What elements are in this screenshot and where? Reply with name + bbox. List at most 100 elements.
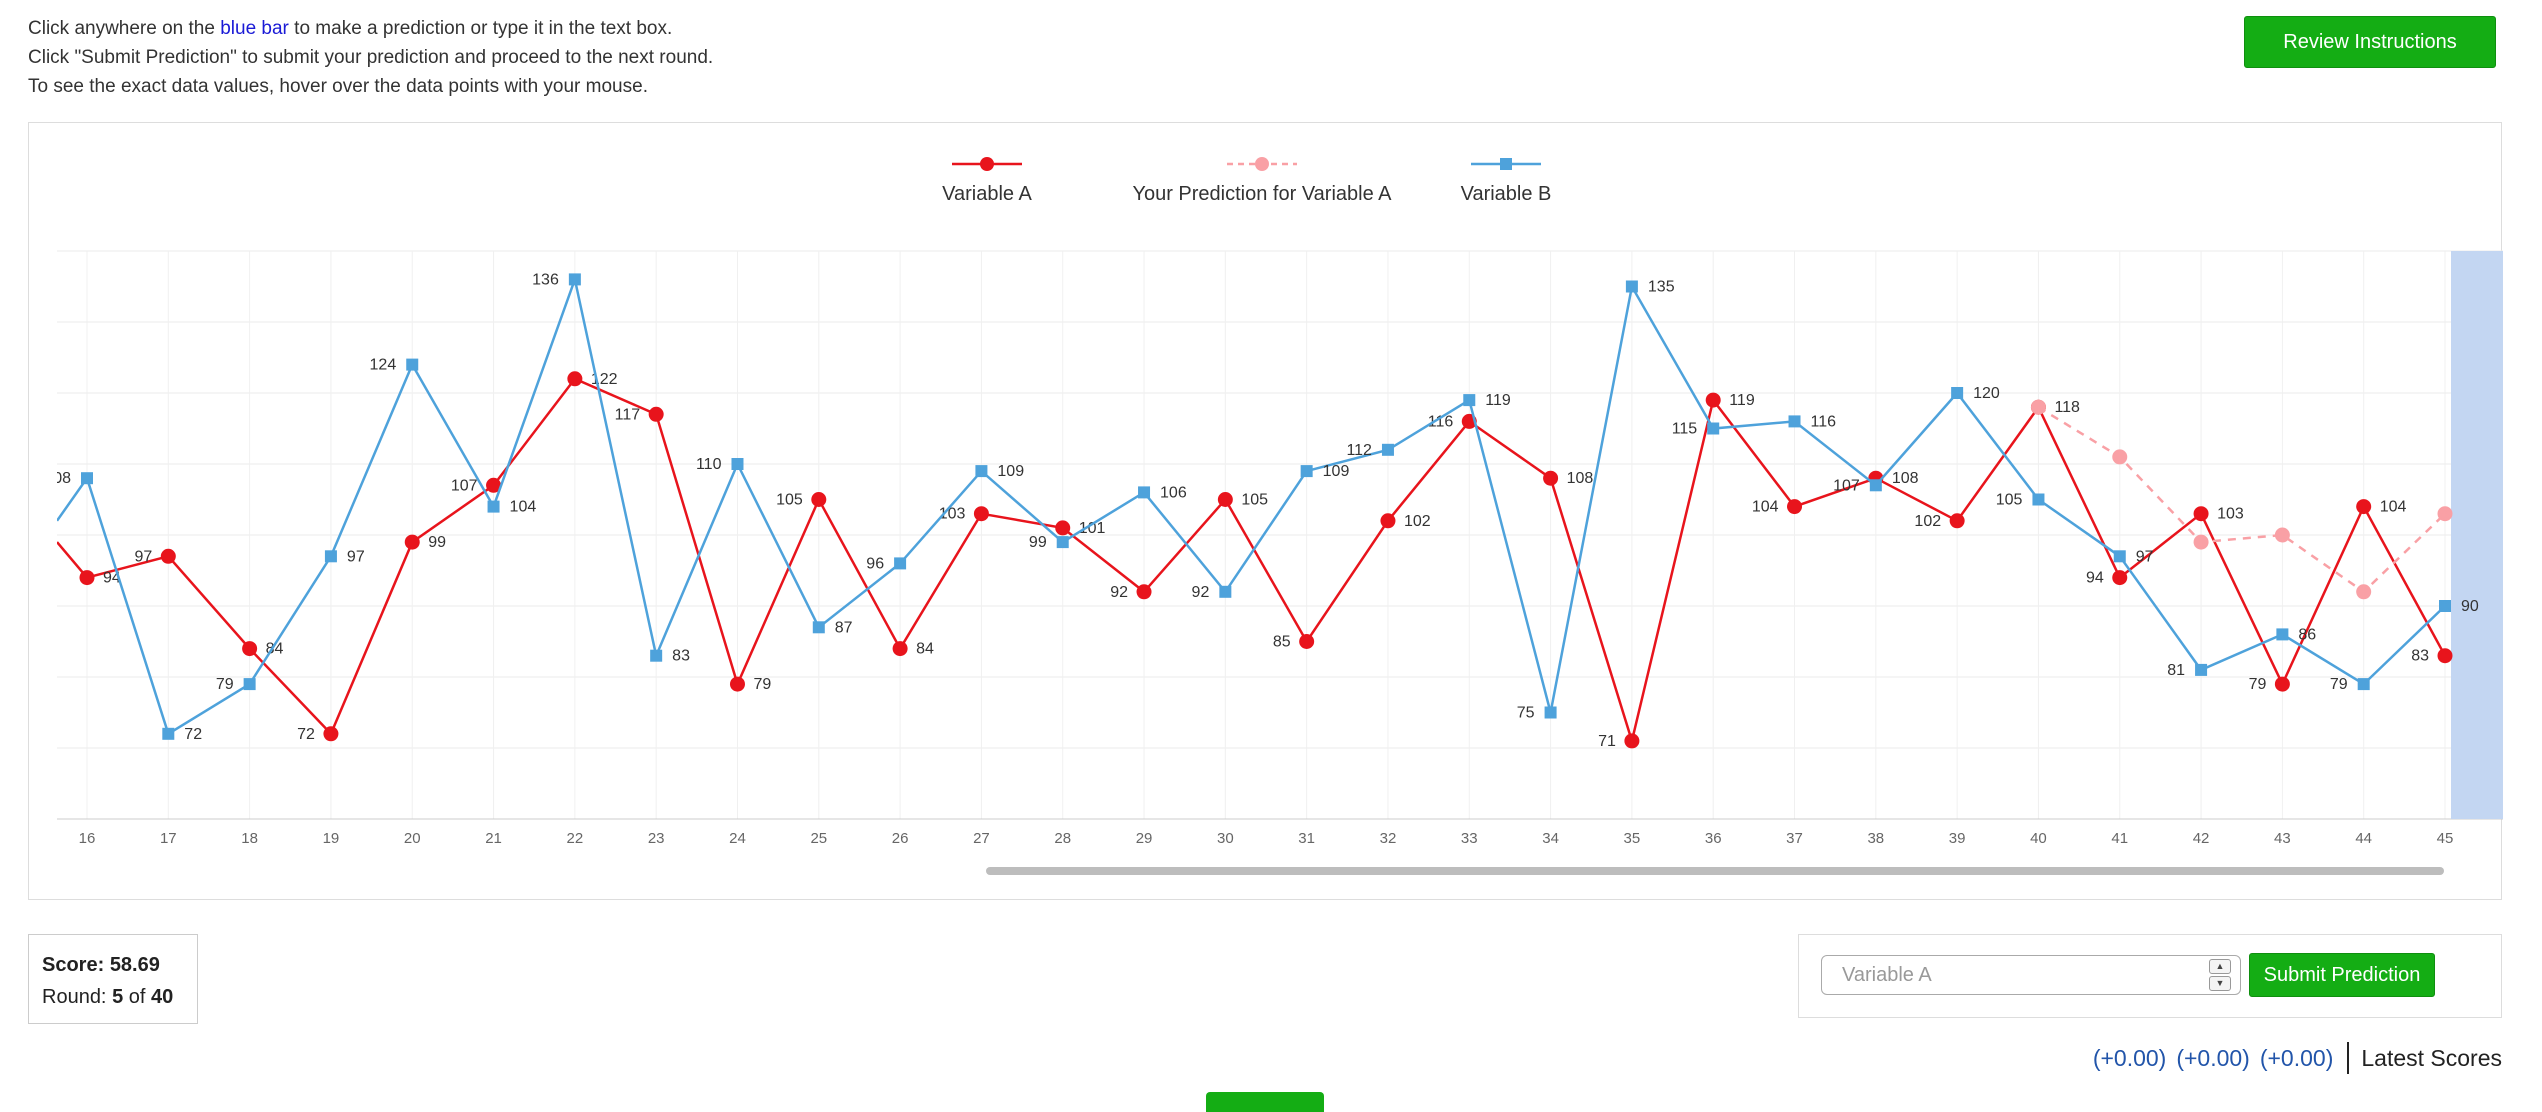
- data-point: [2437, 648, 2453, 664]
- data-point: [1380, 513, 1396, 529]
- prediction-input[interactable]: [1821, 955, 2241, 995]
- instruction-line-3: To see the exact data values, hover over…: [28, 76, 648, 97]
- data-point: [568, 273, 581, 286]
- round-total: 40: [151, 986, 174, 1008]
- x-tick-label: 44: [2355, 830, 2372, 847]
- data-label: 85: [1273, 634, 1291, 651]
- prediction-stepper[interactable]: ▲ ▼: [2209, 959, 2231, 991]
- data-point: [487, 500, 500, 513]
- data-point: [2357, 678, 2370, 691]
- series-group: 108 72 79 97 124 104 136 83 110 87 96 109 99 106 92 109…: [44, 271, 2479, 743]
- x-tick-label: 26: [892, 830, 909, 847]
- data-label: 92: [1110, 584, 1128, 601]
- data-label: 119: [1729, 392, 1755, 409]
- x-tick-label: 30: [1217, 830, 1234, 847]
- x-tick-label: 31: [1298, 830, 1315, 847]
- data-point: [1381, 443, 1394, 456]
- data-label: 104: [2380, 499, 2407, 516]
- stepper-down-icon[interactable]: ▼: [2209, 976, 2231, 991]
- data-point: [323, 726, 339, 742]
- x-tick-label: 23: [648, 830, 665, 847]
- instruction-line-1: Click anywhere on the blue bar to make a…: [28, 18, 673, 39]
- data-label: 96: [866, 555, 884, 572]
- data-label: 118: [2054, 399, 2080, 416]
- data-label: 107: [451, 477, 478, 494]
- prediction-blue-bar[interactable]: [2451, 251, 2503, 819]
- line-chart[interactable]: 16 17 18 19 20 21 22 23 24 25 26 27 28 29 30 31 32 33 34 35…: [29, 123, 2503, 901]
- data-point: [2030, 399, 2046, 415]
- x-tick-label: 29: [1136, 830, 1153, 847]
- data-point: [1624, 733, 1640, 749]
- data-point: [324, 550, 337, 563]
- x-tick-label: 40: [2030, 830, 2047, 847]
- data-point: [486, 477, 502, 493]
- submit-prediction-button[interactable]: Submit Prediction: [2249, 953, 2435, 997]
- data-point: [79, 570, 95, 586]
- data-point: [1136, 584, 1152, 600]
- data-point: [1219, 585, 1232, 598]
- chart-panel: 16 17 18 19 20 21 22 23 24 25 26 27 28 29 30 31 32 33 34 35…: [28, 122, 2503, 901]
- legend-label: Variable A: [942, 183, 1032, 205]
- round-current: 5: [112, 986, 124, 1008]
- data-point: [1869, 479, 1882, 492]
- x-tick-label: 27: [973, 830, 990, 847]
- data-point: [81, 472, 93, 485]
- x-tick-label: 43: [2274, 830, 2291, 847]
- series-line: [2037, 406, 2446, 594]
- chart-scrollbar[interactable]: [986, 867, 2444, 875]
- data-label: 103: [939, 506, 966, 523]
- latest-scores: (+0.00) (+0.00) (+0.00) Latest Scores: [2093, 1042, 2502, 1074]
- score-box: Score: 58.69 Round: 5 of 40: [28, 934, 198, 1024]
- data-label: 79: [216, 676, 234, 693]
- data-label: 110: [696, 456, 722, 473]
- data-point: [1056, 536, 1069, 549]
- data-label: 105: [1996, 492, 2023, 509]
- next-button[interactable]: [1206, 1092, 1324, 1112]
- data-point: [1055, 520, 1071, 536]
- data-point: [812, 621, 825, 634]
- x-tick-label: 41: [2111, 830, 2128, 847]
- legend-marker: [980, 157, 994, 171]
- data-point: [242, 641, 258, 657]
- data-point: [2276, 628, 2289, 641]
- data-label: 72: [184, 726, 202, 743]
- stepper-up-icon[interactable]: ▲: [2209, 959, 2231, 974]
- data-point: [2356, 584, 2372, 600]
- data-point: [1949, 513, 1965, 529]
- round-line: Round: 5 of 40: [42, 986, 174, 1008]
- x-tick-label: 22: [567, 830, 584, 847]
- data-point: [2113, 550, 2126, 563]
- data-point: [894, 557, 907, 570]
- data-point: [975, 465, 988, 478]
- data-label: 87: [835, 619, 853, 636]
- data-label: 81: [2167, 662, 2185, 679]
- data-point: [2356, 499, 2372, 515]
- x-tick-label: 16: [79, 830, 96, 847]
- data-label: 117: [615, 406, 641, 423]
- instructions: Click anywhere on the blue bar to make a…: [28, 14, 713, 101]
- data-point: [650, 649, 663, 662]
- x-tick-label: 20: [404, 830, 421, 847]
- data-point: [2112, 570, 2128, 586]
- data-label: 109: [1323, 463, 1350, 480]
- x-tick-label: 37: [1786, 830, 1803, 847]
- legend-marker: [1500, 158, 1512, 170]
- data-label: 72: [297, 726, 315, 743]
- score-value: 58.69: [109, 954, 160, 976]
- data-label: 116: [1811, 413, 1837, 430]
- data-label: 103: [2217, 506, 2244, 523]
- data-label: 79: [753, 676, 771, 693]
- data-label: 97: [135, 548, 153, 565]
- latest-score-delta: (+0.00): [2176, 1044, 2250, 1071]
- data-point: [243, 678, 256, 691]
- data-label: 104: [510, 499, 537, 516]
- data-label: 92: [1192, 584, 1210, 601]
- data-label: 83: [672, 648, 690, 665]
- review-instructions-button[interactable]: Review Instructions: [2244, 16, 2496, 68]
- prediction-form: ▲ ▼ Submit Prediction: [1798, 934, 2502, 1018]
- data-point: [1787, 499, 1803, 515]
- data-point: [648, 406, 664, 422]
- data-point: [1138, 486, 1151, 499]
- data-label: 108: [44, 470, 71, 487]
- data-point: [1299, 634, 1315, 649]
